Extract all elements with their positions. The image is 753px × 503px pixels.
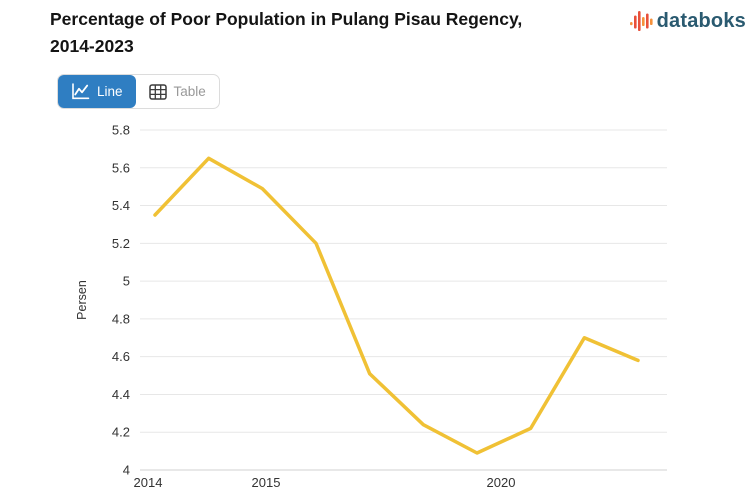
table-view-button[interactable]: Table bbox=[136, 75, 219, 108]
x-tick-label: 2015 bbox=[252, 475, 281, 490]
y-tick-label: 5.8 bbox=[112, 123, 130, 138]
chart-canvas: 5.8 5.6 5.4 5.2 5 4.8 4.6 4.4 4.2 4 2014 2015 2020 Pe… bbox=[75, 123, 667, 490]
y-tick-label: 5.6 bbox=[112, 160, 130, 175]
y-axis-title: Persen bbox=[75, 280, 89, 320]
y-tick-label: 5 bbox=[123, 274, 130, 289]
y-tick-label: 4.4 bbox=[112, 387, 130, 402]
databoks-bars-icon bbox=[629, 11, 653, 31]
table-icon bbox=[148, 83, 167, 100]
databoks-logo-text: databoks bbox=[656, 9, 746, 32]
y-tick-label: 5.4 bbox=[112, 198, 130, 213]
y-tick-label: 5.2 bbox=[112, 236, 130, 251]
line-view-button[interactable]: Line bbox=[58, 75, 136, 108]
series-line[interactable] bbox=[153, 156, 640, 455]
chart-type-toggle: Line Table bbox=[57, 74, 220, 109]
y-tick-label: 4 bbox=[123, 463, 130, 478]
x-tick-label: 2014 bbox=[134, 475, 163, 490]
databoks-logo[interactable]: databoks bbox=[628, 6, 746, 36]
y-tick-label: 4.8 bbox=[112, 311, 130, 326]
page-title: Percentage of Poor Population in Pulang … bbox=[50, 6, 620, 60]
line-chart-icon bbox=[72, 83, 90, 100]
y-tick-label: 4.2 bbox=[112, 425, 130, 440]
chart-area: 5.8 5.6 5.4 5.2 5 4.8 4.6 4.4 4.2 4 2014 2015 2020 Pe… bbox=[0, 110, 753, 498]
page-title-line1: Percentage of Poor Population in Pulang … bbox=[50, 9, 523, 29]
x-tick-label: 2020 bbox=[487, 475, 516, 490]
table-view-label: Table bbox=[173, 84, 206, 99]
chart-type-toolbar: Line Table bbox=[57, 74, 220, 109]
line-view-label: Line bbox=[97, 84, 123, 99]
y-tick-label: 4.6 bbox=[112, 349, 130, 364]
page-title-line2: 2014-2023 bbox=[50, 36, 134, 56]
